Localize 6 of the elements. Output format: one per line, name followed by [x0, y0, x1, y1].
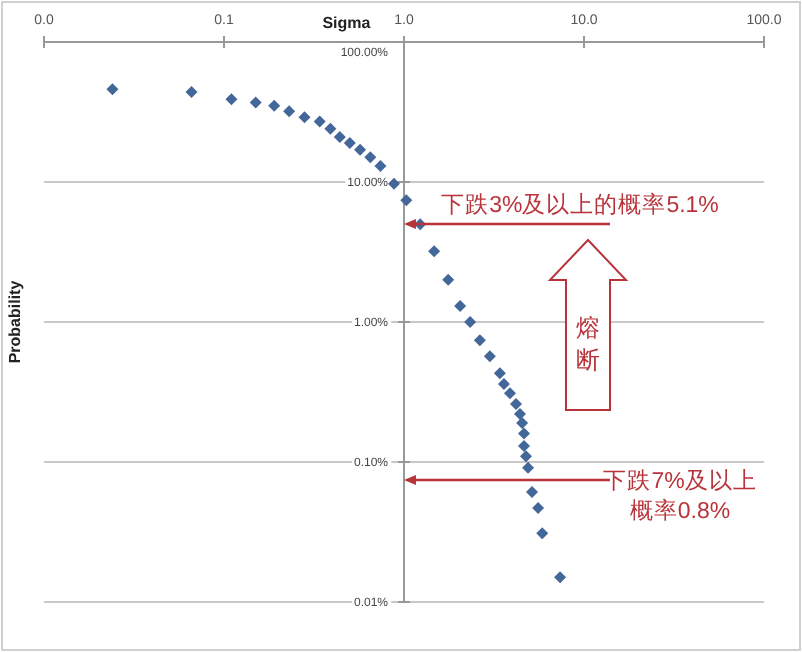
annotation: 概率0.8% — [629, 496, 731, 524]
x-axis-title: Sigma — [322, 14, 372, 32]
y-axis-title: Probability — [6, 279, 24, 364]
annotation: 熔断 — [576, 314, 600, 374]
annotation: 下跌3%及以上的概率5.1% — [441, 190, 719, 218]
annotation: 下跌7%及以上 — [603, 468, 757, 494]
